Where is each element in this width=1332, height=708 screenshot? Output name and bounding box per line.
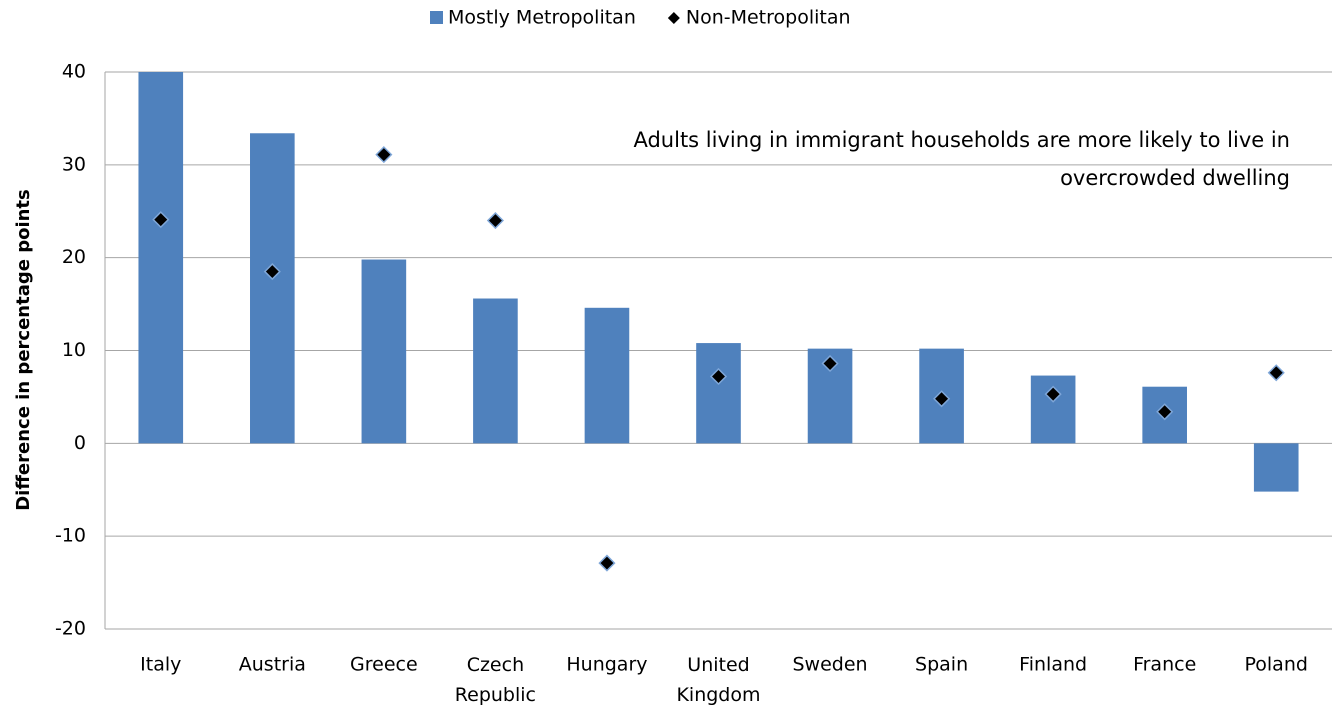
bar [1253, 443, 1299, 492]
bar [250, 133, 295, 444]
x-tick-label: France [1133, 654, 1196, 676]
marker [598, 554, 616, 572]
x-tick-label: United Kingdom [676, 654, 760, 706]
x-tick-label: Sweden [792, 654, 867, 676]
legend-label: Mostly Metropolitan [448, 7, 636, 29]
x-tick-label: Greece [350, 654, 418, 676]
x-tick-label: Italy [140, 654, 181, 676]
marker [486, 211, 504, 230]
x-tick-label: Hungary [566, 654, 647, 676]
bar [473, 298, 518, 444]
legend-swatch [430, 11, 443, 24]
x-tick-label: Spain [915, 654, 968, 676]
bar [696, 343, 741, 444]
y-tick-label: 40 [62, 61, 86, 83]
y-tick-label: -10 [55, 525, 86, 547]
marker [375, 146, 393, 164]
y-axis-title: Difference in percentage points [13, 189, 34, 511]
x-tick-label: Czech Republic [455, 654, 536, 706]
y-tick-label: -20 [55, 618, 86, 640]
x-tick-label: Finland [1019, 654, 1087, 676]
legend-swatch [667, 12, 680, 24]
marker [1156, 403, 1174, 421]
x-tick-label: Austria [239, 654, 306, 676]
marker [709, 367, 728, 386]
x-tick-label: Poland [1245, 654, 1308, 676]
y-tick-label: 30 [62, 153, 86, 175]
bar [361, 259, 407, 444]
marker [152, 211, 170, 229]
y-tick-label: 10 [62, 339, 86, 361]
annotation: overcrowded dwelling [1060, 166, 1290, 190]
marker [263, 263, 281, 281]
y-tick-label: 20 [62, 246, 86, 268]
legend-label: Non-Metropolitan [686, 7, 851, 29]
marker [1267, 364, 1285, 382]
marker [933, 390, 951, 408]
bar [138, 72, 184, 444]
marker [1044, 385, 1062, 403]
annotation: Adults living in immigrant households ar… [633, 128, 1290, 152]
y-tick-label: 0 [74, 432, 86, 454]
bar [584, 307, 630, 444]
marker [821, 354, 839, 373]
